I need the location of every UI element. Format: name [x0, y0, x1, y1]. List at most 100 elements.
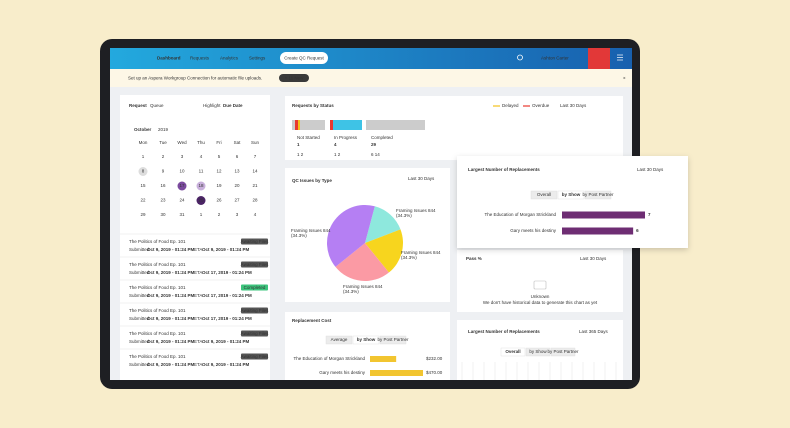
bar [370, 356, 397, 362]
close-icon[interactable]: × [623, 76, 626, 81]
day[interactable]: 13 [234, 169, 240, 174]
empty-title: Unknown [531, 294, 550, 299]
tab-label[interactable]: by Post Partner [582, 192, 614, 197]
day[interactable]: 23 [160, 198, 166, 203]
day-highlight [177, 181, 187, 191]
create-button[interactable] [280, 52, 328, 64]
range[interactable]: Last 30 Days [580, 256, 607, 261]
day[interactable]: 6 [236, 154, 239, 159]
tab-label[interactable]: Overall [505, 349, 520, 354]
day[interactable]: 27 [234, 198, 240, 203]
item-title[interactable]: The Politics of Food Ep. 101 [129, 354, 186, 359]
item-title[interactable]: The Politics of Food Ep. 101 [129, 331, 186, 336]
tab[interactable] [550, 347, 576, 357]
day[interactable]: 10 [179, 169, 185, 174]
tab-label[interactable]: by Show [357, 337, 376, 342]
submitted: Oct 9, 2019 - 01:24 PM [147, 362, 195, 367]
day[interactable]: 11 [199, 169, 204, 174]
day[interactable]: 25 [198, 198, 204, 203]
tab[interactable] [325, 335, 353, 345]
eta: Oct 9, 2019 - 01:24 PM [202, 339, 250, 344]
day[interactable]: 24 [179, 198, 185, 203]
nav-item[interactable]: Requests [190, 56, 210, 61]
tab[interactable] [525, 347, 551, 357]
queue-title: Queue [150, 103, 164, 108]
tab-label[interactable]: by Post Partner [377, 337, 409, 342]
status-badge-label: Awaiting Files [241, 331, 269, 336]
item-title[interactable]: The Politics of Food Ep. 101 [129, 239, 186, 244]
empty-text: We don't have historical data to generat… [483, 300, 598, 305]
day[interactable]: 16 [160, 183, 166, 188]
tab-label[interactable]: by Show [562, 192, 581, 197]
range[interactable]: Last 30 Days [408, 176, 435, 181]
day[interactable]: 14 [252, 169, 258, 174]
weekday: Sun [251, 140, 260, 145]
tab[interactable] [530, 190, 558, 200]
nav-item[interactable]: Dashboard [157, 56, 181, 61]
day[interactable]: 22 [140, 198, 146, 203]
month: October [134, 127, 152, 132]
status-badge-label: Completed [244, 285, 266, 290]
tab-label[interactable]: Average [331, 337, 348, 342]
tab[interactable] [500, 347, 526, 357]
tab[interactable] [557, 190, 585, 200]
notice-button-label[interactable]: + 11 New [285, 76, 305, 81]
day[interactable]: 8 [142, 169, 145, 174]
bar-label: The Education of Morgan Strickland [484, 212, 556, 217]
tab[interactable] [352, 335, 380, 345]
item-title[interactable]: The Politics of Food Ep. 101 [129, 285, 186, 290]
item-title[interactable]: The Politics of Food Ep. 101 [129, 308, 186, 313]
pie-slice [327, 205, 375, 267]
day[interactable]: 2 [162, 154, 165, 159]
day[interactable]: 4 [200, 154, 203, 159]
nav-item[interactable]: Analytics [220, 56, 239, 61]
day[interactable]: 20 [234, 183, 240, 188]
tab[interactable] [379, 335, 407, 345]
day[interactable]: 4 [254, 212, 257, 217]
status-badge-label: Awaiting Files [241, 308, 269, 313]
day[interactable]: 18 [198, 183, 204, 188]
eta-label: ETA [194, 362, 202, 367]
highlight-value[interactable]: Due Date [223, 103, 243, 108]
search-icon[interactable] [517, 54, 523, 61]
tab-label[interactable]: by Post Partner [547, 349, 579, 354]
slice-pct: (34.3%) [401, 255, 417, 260]
status-sub: 1 2 [334, 152, 341, 157]
tab-label[interactable]: by Show [529, 349, 547, 354]
eta-label: ETA [194, 339, 202, 344]
day[interactable]: 28 [252, 198, 258, 203]
notice-button[interactable] [279, 74, 309, 82]
day[interactable]: 19 [216, 183, 222, 188]
day[interactable]: 15 [140, 183, 146, 188]
day[interactable]: 1 [200, 212, 203, 217]
day[interactable]: 29 [140, 212, 146, 217]
submitted: Oct 9, 2019 - 01:24 PM [147, 339, 195, 344]
range[interactable]: Last 365 Days [579, 329, 609, 334]
day[interactable]: 21 [252, 183, 258, 188]
day[interactable]: 5 [218, 154, 221, 159]
tab[interactable] [584, 190, 612, 200]
tab-label[interactable]: Overall [537, 192, 551, 197]
day[interactable]: 1 [142, 154, 145, 159]
nav-item[interactable]: Settings [249, 56, 266, 61]
slice-pct: (34.3%) [396, 213, 412, 218]
day[interactable]: 17 [179, 183, 185, 188]
day[interactable]: 7 [254, 154, 257, 159]
day[interactable]: 3 [181, 154, 184, 159]
day[interactable]: 9 [162, 169, 165, 174]
notification-area[interactable] [588, 48, 610, 69]
day[interactable]: 3 [236, 212, 239, 217]
item-title[interactable]: The Politics of Food Ep. 101 [129, 262, 186, 267]
day[interactable]: 30 [160, 212, 166, 217]
user-name[interactable]: Ashton Carter [541, 56, 569, 61]
range[interactable]: Last 30 Days [560, 103, 587, 108]
day[interactable]: 12 [216, 169, 222, 174]
day[interactable]: 26 [216, 198, 222, 203]
status-bar [292, 120, 325, 130]
range[interactable]: Last 30 Days [637, 167, 664, 172]
day[interactable]: 31 [179, 212, 185, 217]
create-button-label[interactable]: Create QC Request [284, 56, 324, 61]
status-count: 4 [334, 142, 337, 147]
day[interactable]: 2 [218, 212, 221, 217]
